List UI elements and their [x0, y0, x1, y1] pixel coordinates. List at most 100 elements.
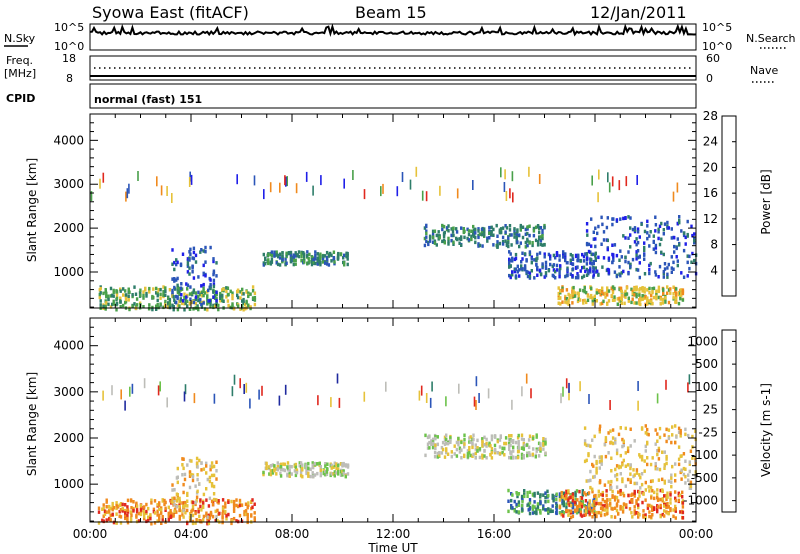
echo-cell	[627, 493, 630, 498]
echo-cell	[488, 236, 491, 240]
echo-cell	[607, 256, 611, 260]
echo-cell	[555, 251, 559, 255]
echo-cell	[654, 442, 657, 446]
echo-cell	[183, 503, 187, 508]
echo-cell	[682, 248, 686, 253]
echo-cell	[620, 271, 623, 275]
echo-cell	[648, 271, 651, 276]
echo-cell	[602, 292, 605, 296]
echo-cell	[604, 454, 608, 459]
echo-cell	[282, 468, 285, 472]
echo-cell	[456, 188, 459, 199]
echo-cell	[490, 434, 494, 438]
echo-cell	[578, 504, 581, 508]
echo-cell	[629, 480, 632, 484]
echo-cell	[681, 499, 685, 503]
echo-cell	[557, 301, 560, 305]
echo-cell	[536, 491, 540, 495]
echo-cell	[517, 500, 521, 504]
echo-cell	[613, 298, 616, 302]
echo-cell	[675, 291, 678, 295]
echo-cell	[600, 242, 603, 246]
echo-cell	[583, 513, 586, 517]
colorbar-tick-label: 25	[703, 403, 718, 417]
echo-cell	[684, 467, 687, 471]
colorbar-tick-label: 8	[710, 238, 718, 252]
echo-cell	[660, 221, 663, 226]
echo-cell	[179, 286, 183, 290]
echo-cell	[602, 256, 606, 260]
echo-cell	[145, 509, 148, 514]
echo-cell	[555, 504, 558, 508]
echo-cell	[636, 240, 640, 245]
echo-cell	[624, 289, 627, 294]
echo-cell	[303, 260, 306, 264]
echo-cell	[108, 509, 111, 513]
echo-cell	[324, 261, 327, 265]
echo-cell	[496, 240, 499, 244]
echo-cell	[601, 222, 604, 227]
echo-cell	[458, 237, 461, 241]
echo-cell	[638, 275, 641, 280]
echo-cell	[541, 234, 544, 238]
echo-cell	[647, 432, 650, 437]
echo-cell	[620, 289, 623, 294]
echo-cell	[203, 307, 207, 311]
echo-cell	[656, 492, 659, 496]
echo-cell	[290, 465, 293, 469]
echo-cell	[672, 267, 675, 271]
echo-cell	[514, 440, 518, 445]
echo-cell	[684, 459, 687, 463]
echo-cell	[627, 250, 630, 254]
echo-cell	[276, 464, 279, 469]
echo-cell	[463, 235, 466, 240]
echo-cell	[599, 302, 602, 306]
echo-cell	[124, 400, 126, 411]
echo-cell	[507, 236, 510, 240]
echo-cell	[463, 442, 466, 446]
echo-cell	[567, 298, 570, 303]
echo-cell	[147, 506, 150, 511]
echo-cell	[168, 288, 172, 292]
echo-cell	[524, 240, 527, 245]
echo-cell	[547, 507, 550, 511]
echo-cell	[179, 299, 182, 303]
echo-cell	[194, 260, 198, 264]
echo-cell	[171, 483, 174, 487]
echo-cell	[524, 245, 527, 249]
echo-cell	[563, 497, 567, 501]
echo-cell	[533, 491, 536, 496]
echo-cell	[176, 496, 179, 501]
echo-cell	[164, 500, 167, 505]
echo-cell	[472, 437, 475, 442]
echo-cell	[574, 254, 578, 259]
echo-cell	[333, 461, 336, 465]
echo-cell	[567, 498, 570, 502]
echo-cell	[541, 236, 544, 241]
velocity-data	[97, 373, 697, 526]
echo-cell	[188, 292, 192, 296]
echo-cell	[526, 453, 529, 458]
echo-cell	[631, 498, 634, 502]
echo-cell	[199, 498, 202, 502]
nsky-trace	[89, 23, 697, 38]
echo-cell	[242, 308, 245, 312]
echo-cell	[144, 286, 147, 291]
echo-cell	[667, 505, 670, 509]
echo-cell	[677, 290, 681, 295]
echo-cell	[440, 451, 444, 455]
echo-cell	[186, 259, 190, 263]
echo-cell	[467, 238, 471, 242]
echo-cell	[213, 290, 217, 294]
echo-cell	[346, 463, 350, 467]
echo-cell	[490, 450, 494, 455]
echo-cell	[181, 513, 184, 517]
echo-cell	[516, 264, 519, 269]
echo-cell	[178, 299, 181, 304]
echo-cell	[189, 512, 192, 516]
echo-cell	[180, 282, 183, 286]
echo-cell	[434, 434, 437, 439]
echo-cell	[669, 501, 672, 505]
echo-cell	[516, 436, 520, 440]
echo-cell	[574, 493, 577, 498]
